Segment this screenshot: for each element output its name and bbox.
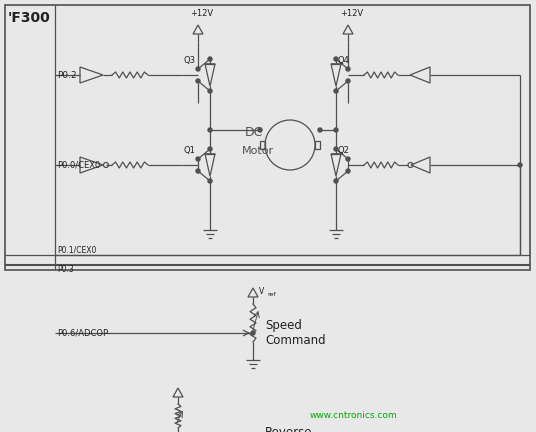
Text: 'F300: 'F300 (8, 11, 51, 25)
Circle shape (518, 163, 522, 167)
Circle shape (318, 128, 322, 132)
Circle shape (208, 179, 212, 183)
Text: Command: Command (265, 334, 326, 347)
Circle shape (251, 331, 255, 335)
Circle shape (334, 57, 338, 61)
Text: P0.6/ADCOP: P0.6/ADCOP (57, 328, 108, 337)
Text: P0.2: P0.2 (57, 70, 77, 79)
Circle shape (208, 89, 212, 93)
Circle shape (196, 157, 200, 161)
Circle shape (334, 179, 338, 183)
Text: Reverse: Reverse (265, 426, 312, 432)
Text: ref: ref (267, 292, 276, 296)
Text: Q2: Q2 (338, 146, 350, 156)
Text: V: V (259, 288, 264, 296)
Text: DC: DC (245, 127, 263, 140)
Circle shape (208, 128, 212, 132)
Circle shape (208, 147, 212, 151)
Circle shape (334, 128, 338, 132)
Text: Q1: Q1 (184, 146, 196, 156)
Text: Q4: Q4 (338, 57, 350, 66)
Circle shape (346, 79, 350, 83)
Circle shape (258, 128, 262, 132)
Text: P0.1/CEX0: P0.1/CEX0 (57, 245, 96, 254)
Circle shape (196, 79, 200, 83)
Circle shape (208, 57, 212, 61)
Bar (315, 141, 320, 149)
Bar (5, 5, 530, 270)
Bar (260, 141, 265, 149)
Text: Speed: Speed (265, 318, 302, 331)
Text: +12V: +12V (340, 10, 363, 19)
Text: P0.3: P0.3 (57, 266, 74, 274)
Text: Motor: Motor (242, 146, 274, 156)
Circle shape (346, 169, 350, 173)
Circle shape (346, 157, 350, 161)
Text: Q3: Q3 (184, 57, 196, 66)
Text: P0.0/CEX0: P0.0/CEX0 (57, 161, 100, 169)
Circle shape (334, 89, 338, 93)
Circle shape (196, 169, 200, 173)
Circle shape (334, 147, 338, 151)
Circle shape (196, 67, 200, 71)
Text: www.cntronics.com: www.cntronics.com (310, 410, 398, 419)
Text: +12V: +12V (190, 10, 213, 19)
Circle shape (346, 67, 350, 71)
